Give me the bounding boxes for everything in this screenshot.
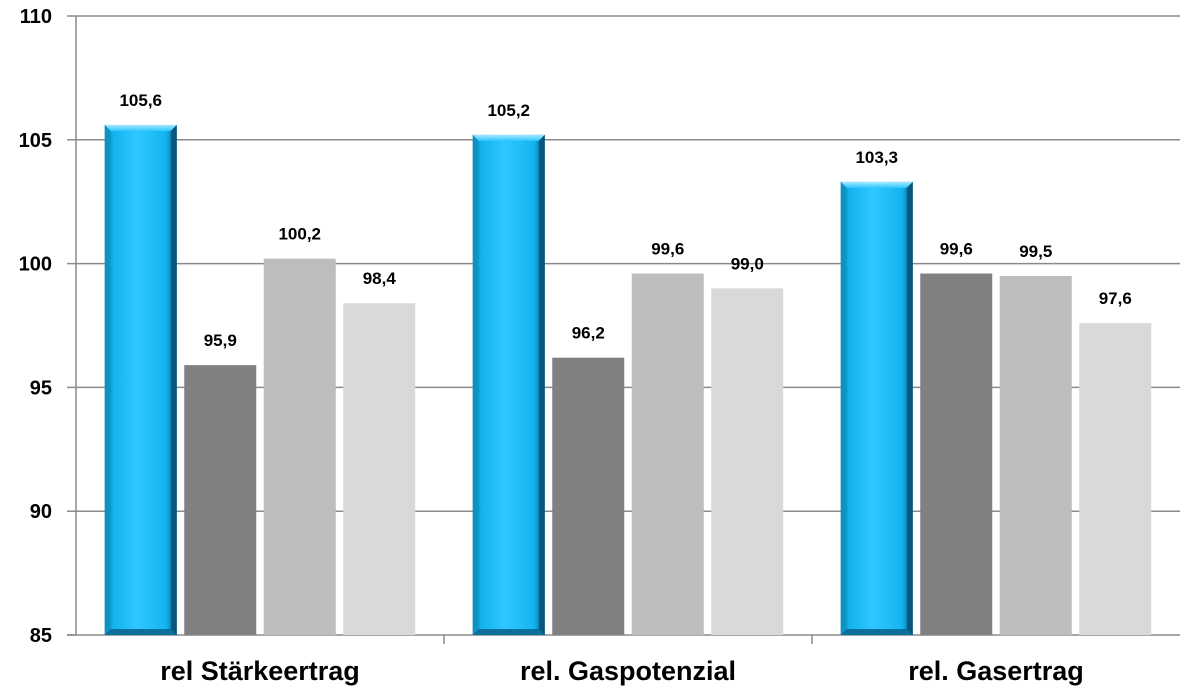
bars: [104, 124, 1152, 635]
bar: [920, 273, 993, 635]
data-label: 95,9: [204, 331, 237, 350]
bar: [343, 303, 416, 635]
y-tick-label: 90: [30, 501, 52, 523]
data-label: 99,6: [940, 240, 973, 259]
y-tick-label: 85: [30, 625, 52, 647]
bar: [631, 273, 704, 635]
y-tick-label: 110: [20, 6, 52, 28]
data-label: 100,2: [278, 225, 321, 244]
data-label: 99,0: [731, 254, 764, 273]
tick-labels: 85 90 95 100 105 110 rel Stärkeertrag rel. Gasp…: [19, 6, 1084, 686]
bar: [184, 365, 257, 635]
data-label: 99,6: [651, 240, 684, 259]
bar: [472, 134, 545, 635]
bar: [840, 181, 913, 635]
y-tick-label: 100: [19, 254, 52, 276]
y-tick-label: 105: [19, 130, 52, 152]
gridlines: [76, 15, 1180, 512]
x-category-label: rel Stärkeertrag: [160, 656, 360, 686]
bar: [552, 357, 625, 635]
data-label: 99,5: [1019, 242, 1052, 261]
data-label: 105,6: [119, 91, 162, 110]
data-label: 98,4: [363, 269, 397, 288]
data-label: 105,2: [487, 101, 530, 120]
x-category-label: rel. Gaspotenzial: [520, 656, 736, 686]
bar: [104, 124, 177, 635]
bar: [1079, 323, 1152, 635]
bar: [263, 258, 336, 635]
data-label: 96,2: [572, 324, 605, 343]
bar: [999, 275, 1072, 635]
bar: [711, 288, 784, 635]
y-tick-label: 95: [30, 377, 52, 399]
data-label: 97,6: [1099, 289, 1132, 308]
data-label: 103,3: [855, 148, 898, 167]
x-category-label: rel. Gasertrag: [908, 656, 1084, 686]
data-labels: 105,6 95,9 100,2 98,4 105,2 96,2 99,6 99,0 103,3…: [119, 91, 1131, 350]
